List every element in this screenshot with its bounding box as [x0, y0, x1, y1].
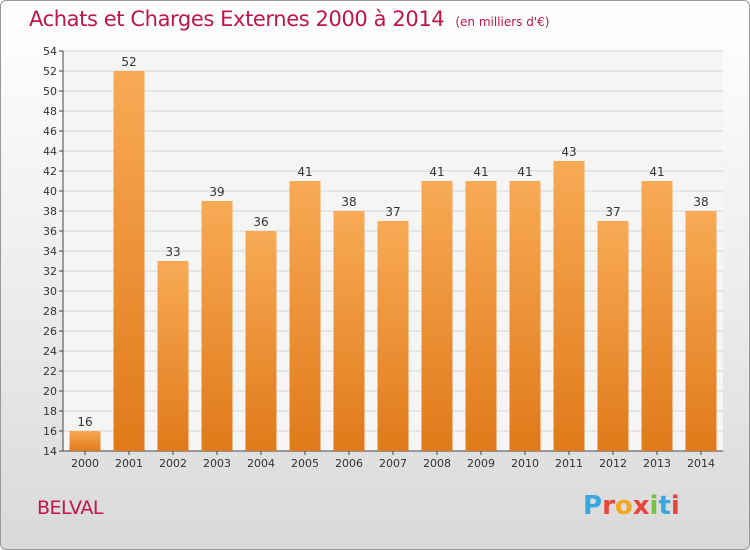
data-label-2003: 39 [209, 185, 224, 199]
data-label-2006: 38 [341, 195, 356, 209]
bar-chart: 14 16 18 20 22 24 26 28 30 32 34 36 38 40 42 44 46 48 50 52… [43, 45, 723, 470]
chart-title: Achats et Charges Externes 2000 à 2014 [29, 7, 445, 31]
bar-2005 [289, 181, 321, 451]
bar-2006 [333, 211, 365, 451]
y-tick-label: 28 [43, 305, 57, 318]
proxiti-logo[interactable]: Proxiti [583, 491, 680, 521]
bar-2013 [641, 181, 673, 451]
y-tick-label: 24 [43, 345, 57, 358]
x-tick-label-2009: 2009 [467, 457, 495, 470]
data-label-2012: 37 [605, 205, 620, 219]
x-tick-label-2014: 2014 [687, 457, 715, 470]
data-label-2004: 36 [253, 215, 268, 229]
x-tick-label-2003: 2003 [203, 457, 231, 470]
y-tick-label: 48 [43, 105, 57, 118]
x-tick-label-2007: 2007 [379, 457, 407, 470]
x-tick-label-2010: 2010 [511, 457, 539, 470]
x-tick-label-2000: 2000 [71, 457, 99, 470]
data-label-2013: 41 [649, 165, 664, 179]
data-label-2000: 16 [77, 415, 92, 429]
y-tick-label: 54 [43, 45, 57, 58]
chart-title-block: Achats et Charges Externes 2000 à 2014 (… [29, 7, 549, 31]
y-tick-label: 44 [43, 145, 57, 158]
logo-letter: x [632, 491, 650, 521]
commune-name: BELVAL [37, 497, 103, 519]
y-tick-label: 32 [43, 265, 57, 278]
x-tick-label-2008: 2008 [423, 457, 451, 470]
logo-letter: r [602, 491, 615, 521]
x-tick-label-2012: 2012 [599, 457, 627, 470]
logo-letter: t [658, 491, 671, 521]
logo-letter: o [614, 491, 633, 521]
data-label-2008: 41 [429, 165, 444, 179]
bar-2001 [113, 71, 145, 451]
x-tick-label-2005: 2005 [291, 457, 319, 470]
bar-2011 [553, 161, 585, 451]
y-tick-label: 30 [43, 285, 57, 298]
y-tick-label: 42 [43, 165, 57, 178]
y-tick-label: 20 [43, 385, 57, 398]
x-tick-label-2004: 2004 [247, 457, 275, 470]
bar-2000 [69, 431, 101, 451]
y-tick-label: 36 [43, 225, 57, 238]
logo-letter: i [670, 491, 680, 521]
data-label-2011: 43 [561, 145, 576, 159]
x-tick-label-2013: 2013 [643, 457, 671, 470]
y-tick-label: 52 [43, 65, 57, 78]
bar-2003 [201, 201, 233, 451]
data-label-2005: 41 [297, 165, 312, 179]
x-tick-label-2011: 2011 [555, 457, 583, 470]
bar-2014 [685, 211, 717, 451]
data-label-2010: 41 [517, 165, 532, 179]
y-tick-label: 34 [43, 245, 57, 258]
y-tick-label: 18 [43, 405, 57, 418]
data-label-2002: 33 [165, 245, 180, 259]
y-tick-label: 22 [43, 365, 57, 378]
bar-2012 [597, 221, 629, 451]
y-tick-label: 38 [43, 205, 57, 218]
bar-2002 [157, 261, 189, 451]
logo-letter: i [649, 491, 659, 521]
bar-2010 [509, 181, 541, 451]
y-tick-label: 14 [43, 445, 57, 458]
bar-2007 [377, 221, 409, 451]
bar-2008 [421, 181, 453, 451]
y-tick-label: 40 [43, 185, 57, 198]
data-label-2007: 37 [385, 205, 400, 219]
y-tick-label: 16 [43, 425, 57, 438]
chart-subtitle: (en milliers d'€) [455, 15, 550, 29]
data-label-2009: 41 [473, 165, 488, 179]
x-tick-label-2002: 2002 [159, 457, 187, 470]
data-label-2014: 38 [693, 195, 708, 209]
y-tick-label: 50 [43, 85, 57, 98]
data-label-2001: 52 [121, 55, 136, 69]
y-tick-label: 26 [43, 325, 57, 338]
bar-2009 [465, 181, 497, 451]
y-tick-label: 46 [43, 125, 57, 138]
bar-2004 [245, 231, 277, 451]
x-tick-label-2001: 2001 [115, 457, 143, 470]
logo-letter: P [583, 491, 603, 521]
x-tick-label-2006: 2006 [335, 457, 363, 470]
